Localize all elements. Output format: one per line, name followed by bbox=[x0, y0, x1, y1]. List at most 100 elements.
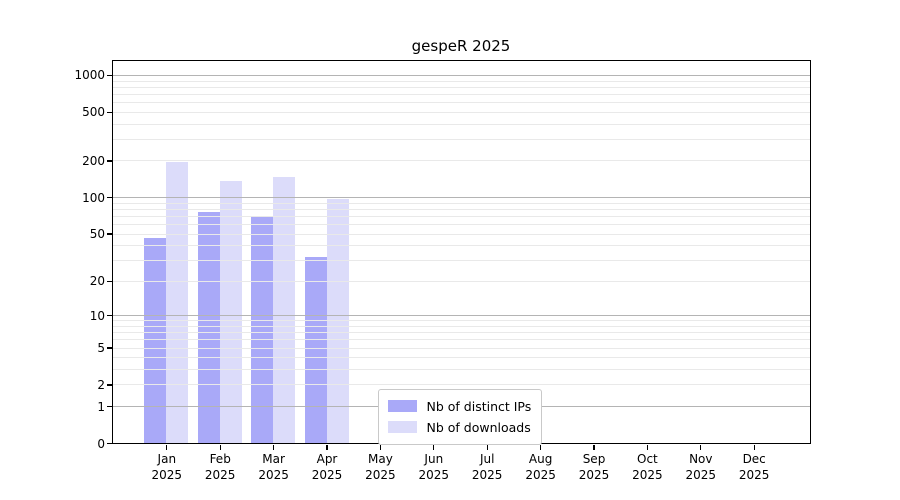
gridline-minor-400 bbox=[112, 123, 810, 125]
gridline-minor-20 bbox=[112, 280, 810, 282]
x-tick-aug bbox=[539, 445, 542, 450]
x-tick-jan bbox=[166, 445, 168, 450]
x-tick-jul bbox=[486, 445, 488, 450]
gridline-minor-900 bbox=[112, 80, 810, 82]
y-tick-1 bbox=[107, 405, 112, 408]
gridline-major-1000 bbox=[112, 74, 810, 77]
x-label-year: 2025 bbox=[151, 468, 183, 482]
bar-feb-downloads bbox=[219, 180, 242, 443]
y-tick-50 bbox=[107, 233, 112, 235]
gridline-minor-9 bbox=[112, 320, 810, 322]
x-label-year: 2025 bbox=[632, 468, 663, 482]
gridline-minor-60 bbox=[112, 224, 810, 225]
legend-swatch-distinct-ips bbox=[387, 400, 417, 412]
x-tick-nov bbox=[700, 445, 702, 450]
x-tick-mar bbox=[272, 445, 275, 450]
x-tick-label-jun: Jun 2025 bbox=[402, 451, 466, 483]
x-label-month: Feb bbox=[209, 452, 231, 466]
legend-swatch-downloads bbox=[387, 421, 417, 433]
x-label-month: Apr bbox=[316, 452, 338, 466]
x-label-year: 2025 bbox=[311, 468, 343, 482]
legend-item-distinct-ips: Nb of distinct IPs bbox=[387, 396, 532, 417]
gridline-major-100 bbox=[112, 197, 810, 199]
x-tick-may bbox=[379, 445, 382, 450]
x-label-year: 2025 bbox=[204, 468, 236, 482]
x-label-year: 2025 bbox=[471, 468, 503, 482]
y-tick-5 bbox=[107, 347, 112, 349]
x-tick-label-apr: Apr 2025 bbox=[295, 451, 359, 483]
x-label-year: 2025 bbox=[418, 468, 450, 482]
x-label-month: Sep bbox=[582, 452, 606, 466]
gridline-minor-70 bbox=[112, 215, 810, 217]
legend-label-downloads: Nb of downloads bbox=[426, 419, 531, 435]
gridline-minor-8 bbox=[112, 325, 810, 327]
gridline-minor-500 bbox=[112, 111, 810, 113]
x-tick-dec bbox=[753, 445, 755, 450]
gridline-major-10 bbox=[112, 315, 810, 317]
bar-feb-distinct-ips bbox=[197, 212, 220, 443]
x-tick-oct bbox=[646, 445, 649, 450]
x-label-month: Aug bbox=[528, 452, 553, 466]
x-tick-sep bbox=[593, 445, 595, 450]
y-tick-500 bbox=[107, 111, 112, 114]
legend-label-distinct-ips: Nb of distinct IPs bbox=[426, 398, 532, 414]
y-tick-0 bbox=[107, 442, 112, 445]
gridline-minor-80 bbox=[112, 208, 810, 210]
x-label-month: May bbox=[367, 452, 393, 466]
y-tick-label-500: 500 bbox=[82, 105, 105, 120]
y-tick-label-1000: 1000 bbox=[74, 68, 105, 83]
y-tick-label-200: 200 bbox=[82, 153, 105, 168]
x-label-month: Jun bbox=[424, 452, 444, 466]
x-tick-label-dec: Dec 2025 bbox=[722, 451, 786, 483]
y-tick-label-50: 50 bbox=[89, 227, 105, 242]
gridline-minor-7 bbox=[112, 332, 810, 334]
gridline-minor-300 bbox=[112, 138, 810, 140]
chart-title: gespeR 2025 bbox=[411, 37, 511, 55]
gridline-minor-50 bbox=[112, 233, 810, 235]
x-tick-label-mar: Mar 2025 bbox=[242, 451, 306, 483]
x-tick-label-nov: Nov 2025 bbox=[669, 451, 733, 483]
gridline-minor-800 bbox=[112, 86, 810, 88]
x-tick-label-aug: Aug 2025 bbox=[509, 451, 573, 483]
x-label-month: Nov bbox=[689, 452, 713, 466]
x-tick-label-may: May 2025 bbox=[348, 451, 412, 483]
gridline-minor-40 bbox=[112, 245, 810, 247]
x-label-month: Dec bbox=[742, 452, 766, 466]
x-tick-apr bbox=[326, 445, 328, 450]
gridline-minor-700 bbox=[112, 93, 810, 95]
y-tick-200 bbox=[107, 160, 112, 162]
x-tick-label-oct: Oct 2025 bbox=[615, 451, 679, 483]
legend: Nb of distinct IPs Nb of downloads bbox=[377, 388, 543, 445]
y-tick-10 bbox=[107, 315, 112, 317]
x-tick-label-feb: Feb 2025 bbox=[188, 451, 252, 483]
x-label-month: Jan bbox=[157, 452, 177, 466]
bar-apr-distinct-ips bbox=[304, 256, 327, 443]
bar-jan-distinct-ips bbox=[144, 237, 167, 443]
bar-mar-distinct-ips bbox=[251, 215, 274, 443]
y-tick-label-100: 100 bbox=[82, 190, 105, 205]
x-label-year: 2025 bbox=[578, 468, 610, 482]
y-tick-label-5: 5 bbox=[97, 341, 105, 356]
x-label-month: Oct bbox=[637, 452, 658, 466]
gridline-minor-600 bbox=[112, 102, 810, 104]
x-label-year: 2025 bbox=[525, 468, 556, 482]
x-tick-label-sep: Sep 2025 bbox=[562, 451, 626, 483]
x-label-year: 2025 bbox=[685, 468, 717, 482]
gridline-minor-200 bbox=[112, 160, 810, 162]
x-label-year: 2025 bbox=[738, 468, 770, 482]
x-tick-label-jan: Jan 2025 bbox=[135, 451, 199, 483]
x-tick-jun bbox=[433, 445, 435, 450]
gridline-minor-6 bbox=[112, 339, 810, 341]
y-tick-label-20: 20 bbox=[89, 274, 105, 289]
gridline-minor-2 bbox=[112, 384, 810, 386]
gridline-minor-90 bbox=[112, 202, 810, 204]
y-tick-20 bbox=[107, 280, 112, 282]
y-tick-label-2: 2 bbox=[97, 377, 105, 392]
x-label-year: 2025 bbox=[365, 468, 396, 482]
bar-jan-downloads bbox=[166, 161, 189, 443]
gridline-minor-30 bbox=[112, 260, 810, 262]
x-label-month: Mar bbox=[262, 452, 285, 466]
x-label-year: 2025 bbox=[258, 468, 289, 482]
legend-item-downloads: Nb of downloads bbox=[387, 417, 532, 438]
